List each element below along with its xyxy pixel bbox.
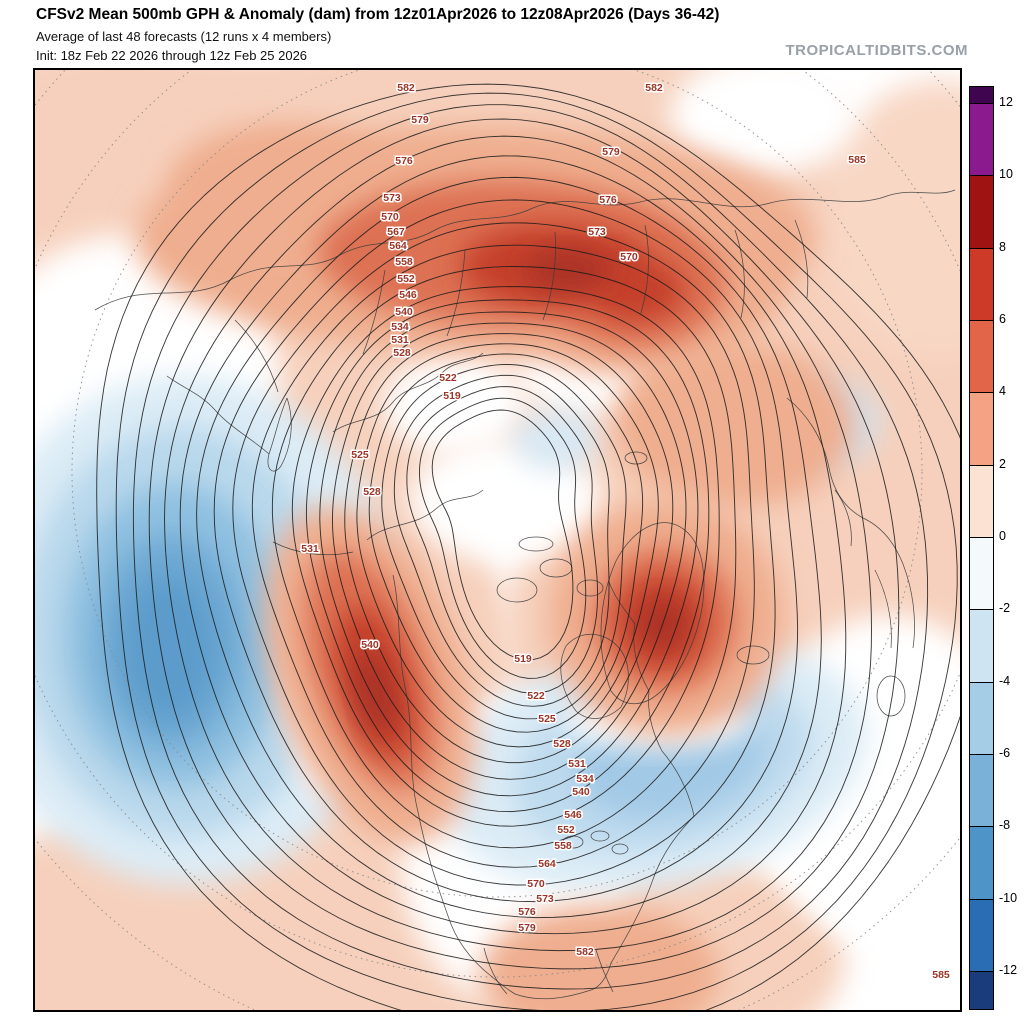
contour-label: 531 xyxy=(568,758,586,770)
colorbar-tick-label: -4 xyxy=(999,673,1011,688)
contour-label: 567 xyxy=(387,226,405,238)
anomaly-shading xyxy=(35,70,960,1010)
contour-label: 534 xyxy=(576,773,594,785)
colorbar-segment xyxy=(970,536,993,610)
watermark: TROPICALTIDBITS.COM xyxy=(785,42,968,59)
contour-label: 540 xyxy=(395,306,413,318)
colorbar-segment xyxy=(970,826,993,899)
colorbar-segment xyxy=(970,753,993,827)
colorbar-tick-label: -8 xyxy=(999,818,1011,833)
contour-label: 576 xyxy=(395,155,413,167)
contour-label: 585 xyxy=(848,154,866,166)
contour-labels: 5825795765735705675645585525465405345315… xyxy=(300,80,952,982)
contour-label: 531 xyxy=(301,543,319,555)
colorbar-tick-label: 2 xyxy=(999,456,1006,471)
colorbar-segment xyxy=(970,392,993,465)
contour-label: 528 xyxy=(553,738,571,750)
colorbar-segment xyxy=(970,103,993,176)
contour-label: 540 xyxy=(361,639,379,651)
colorbar-segment xyxy=(970,464,993,537)
page-title: CFSv2 Mean 500mb GPH & Anomaly (dam) fro… xyxy=(36,6,720,23)
contour-label: 564 xyxy=(538,858,556,870)
contour-label: 570 xyxy=(381,211,399,223)
colorbar-segment xyxy=(970,898,993,971)
contour-label: 573 xyxy=(588,226,606,238)
colorbar-segment xyxy=(970,970,993,1009)
contour-label: 534 xyxy=(391,321,409,333)
contour-label: 576 xyxy=(518,906,536,918)
colorbar-tick-label: 0 xyxy=(999,529,1006,543)
coastlines xyxy=(94,189,956,1000)
colorbar-tick-label: 12 xyxy=(999,95,1013,109)
contour-label: 525 xyxy=(351,449,369,461)
contour-label: 528 xyxy=(393,347,411,359)
colorbar-segment xyxy=(970,247,993,320)
contour-label: 552 xyxy=(557,824,575,836)
contour-label: 558 xyxy=(554,840,572,852)
contour-label: 558 xyxy=(395,256,413,268)
colorbar-segment xyxy=(970,175,993,248)
graticule xyxy=(35,70,960,1010)
colorbar-segment xyxy=(970,609,993,682)
colorbar-segment xyxy=(970,319,993,393)
colorbar-tick-label: -12 xyxy=(999,963,1018,977)
colorbar-segment xyxy=(970,681,993,754)
contour-label: 579 xyxy=(602,146,620,158)
contour-lines xyxy=(96,83,960,1010)
contour-label: 531 xyxy=(391,334,409,346)
contour-label: 570 xyxy=(620,251,638,263)
contour-label: 519 xyxy=(443,390,461,402)
contour-label: 573 xyxy=(383,192,401,204)
colorbar-tick-label: 4 xyxy=(999,384,1006,399)
contour-label: 576 xyxy=(599,194,617,206)
contour-label: 573 xyxy=(536,893,554,905)
contour-label: 525 xyxy=(538,713,556,725)
contour-label: 570 xyxy=(527,878,545,890)
colorbar-segment xyxy=(970,87,993,103)
colorbar-tick-label: -6 xyxy=(999,746,1011,760)
contour-label: 522 xyxy=(439,372,457,384)
contour-label: 564 xyxy=(389,240,407,252)
colorbar-tick-label: 10 xyxy=(999,167,1013,182)
map-canvas: 5825795765735705675645585525465405345315… xyxy=(35,70,960,1010)
contour-label: 582 xyxy=(645,82,663,94)
contour-label: 519 xyxy=(514,653,532,665)
contour-label: 582 xyxy=(576,946,594,958)
contour-label: 582 xyxy=(397,82,415,94)
colorbar-ticks: 12 10 8 6 4 2 0 -2 -4 -6 -8 -10 -12 xyxy=(999,0,1024,1025)
contour-label: 546 xyxy=(564,809,582,821)
colorbar-tick-label: -2 xyxy=(999,601,1011,616)
contour-label: 585 xyxy=(932,969,950,981)
colorbar-tick-label: 8 xyxy=(999,239,1006,254)
subtitle: Average of last 48 forecasts (12 runs x … xyxy=(36,29,332,44)
contour-label: 528 xyxy=(363,486,381,498)
contour-label: 579 xyxy=(411,114,429,126)
contour-label: 522 xyxy=(527,690,545,702)
contour-label: 540 xyxy=(572,786,590,798)
map-frame: 582 579 576 573 570 567 564 558 552 546 540 534 531 5… xyxy=(33,68,962,1012)
contour-label: 546 xyxy=(399,289,417,301)
contour-label: 552 xyxy=(397,273,415,285)
colorbar-tick-label: 6 xyxy=(999,312,1006,326)
contour-label: 579 xyxy=(518,922,536,934)
colorbar-tick-label: -10 xyxy=(999,890,1018,905)
colorbar xyxy=(969,86,994,1010)
init-line: Init: 18z Feb 22 2026 through 12z Feb 25… xyxy=(36,48,308,63)
